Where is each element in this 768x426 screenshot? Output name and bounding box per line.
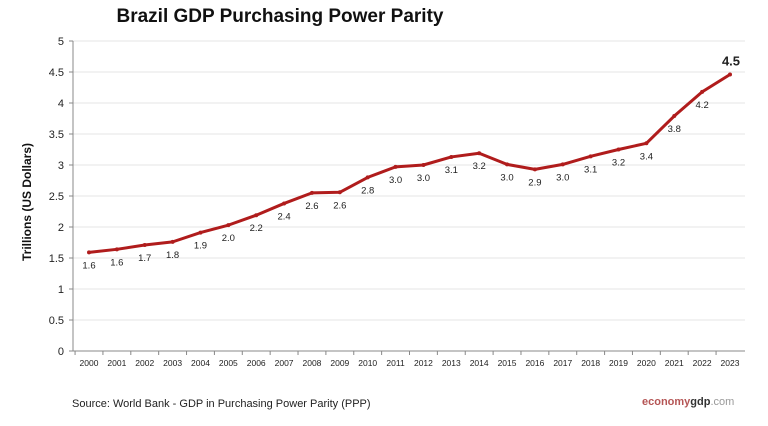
data-point xyxy=(505,162,510,167)
x-tick-label: 2019 xyxy=(609,358,628,368)
data-point xyxy=(532,167,537,172)
y-tick-label: 1 xyxy=(58,284,64,296)
x-tick-label: 2007 xyxy=(275,358,294,368)
data-label: 1.6 xyxy=(110,257,123,268)
x-tick-label: 2001 xyxy=(107,358,126,368)
x-tick-label: 2013 xyxy=(442,358,461,368)
data-label: 3.1 xyxy=(445,165,458,176)
data-label: 3.8 xyxy=(668,124,681,135)
data-point xyxy=(449,154,454,159)
data-label: 3.2 xyxy=(612,158,625,169)
x-tick-label: 2005 xyxy=(219,358,238,368)
data-point xyxy=(672,114,677,119)
data-point xyxy=(226,223,231,228)
x-tick-label: 2021 xyxy=(665,358,684,368)
series-line xyxy=(88,73,731,254)
x-tick-label: 2010 xyxy=(358,358,377,368)
data-label: 4.2 xyxy=(696,100,709,111)
x-tick-label: 2003 xyxy=(163,358,182,368)
x-tick-label: 2012 xyxy=(414,358,433,368)
data-label: 4.5 xyxy=(722,53,740,68)
data-label: 1.6 xyxy=(82,260,95,271)
x-tick-label: 2009 xyxy=(330,358,349,368)
data-label: 1.8 xyxy=(166,250,179,261)
data-point xyxy=(393,164,398,169)
data-label: 3.0 xyxy=(417,173,430,184)
data-point xyxy=(114,247,119,252)
data-label: 2.9 xyxy=(528,177,541,188)
data-point xyxy=(198,230,203,235)
data-label: 2.2 xyxy=(250,223,263,234)
logo-part: economy xyxy=(642,396,691,408)
y-tick-label: 5 xyxy=(58,36,64,48)
x-tick-label: 2017 xyxy=(553,358,572,368)
y-tick-label: 3 xyxy=(58,160,64,172)
data-label: 3.1 xyxy=(584,164,597,175)
data-point xyxy=(421,163,426,167)
y-tick-label: 3.5 xyxy=(49,129,64,141)
logo-part: .com xyxy=(710,396,735,408)
source-note: Source: World Bank - GDP in Purchasing P… xyxy=(72,398,371,410)
data-label: 1.9 xyxy=(194,241,207,252)
data-point xyxy=(170,239,175,244)
y-tick-label: 4.5 xyxy=(49,67,64,79)
x-tick-label: 2006 xyxy=(247,358,266,368)
data-point xyxy=(477,151,482,156)
y-tick-label: 2 xyxy=(58,222,64,234)
data-point xyxy=(282,201,287,206)
data-point xyxy=(142,242,147,247)
x-tick-label: 2011 xyxy=(386,358,405,368)
y-tick-label: 0.5 xyxy=(49,315,64,327)
data-point xyxy=(700,89,705,94)
data-point xyxy=(616,147,621,152)
x-tick-label: 2008 xyxy=(302,358,321,368)
data-label: 3.2 xyxy=(473,161,486,172)
x-tick-label: 2000 xyxy=(80,358,99,368)
x-tick-label: 2023 xyxy=(721,358,740,368)
data-label: 3.4 xyxy=(640,151,653,162)
data-label: 2.6 xyxy=(305,201,318,212)
data-point xyxy=(254,213,259,218)
x-tick-label: 2020 xyxy=(637,358,656,368)
x-tick-label: 2015 xyxy=(498,358,517,368)
x-tick-label: 2004 xyxy=(191,358,210,368)
data-label: 2.8 xyxy=(361,185,374,196)
x-tick-label: 2016 xyxy=(525,358,544,368)
data-point xyxy=(644,141,649,146)
x-tick-label: 2018 xyxy=(581,358,600,368)
data-label: 2.0 xyxy=(222,233,235,244)
data-label: 2.4 xyxy=(277,211,290,222)
data-point xyxy=(87,250,91,255)
y-tick-label: 4 xyxy=(58,98,64,110)
chart-title: Brazil GDP Purchasing Power Parity xyxy=(116,6,444,27)
data-label: 2.6 xyxy=(333,200,346,211)
logo: economygdp.com xyxy=(642,396,734,408)
data-label: 3.0 xyxy=(556,172,569,183)
data-point xyxy=(337,190,342,195)
x-tick-label: 2002 xyxy=(135,358,154,368)
data-point xyxy=(588,154,593,159)
data-label: 3.0 xyxy=(389,175,402,186)
y-tick-label: 0 xyxy=(58,346,64,358)
data-label: 1.7 xyxy=(138,253,151,264)
logo-part: gdp xyxy=(690,396,711,408)
data-label: 3.0 xyxy=(500,172,513,183)
y-tick-label: 1.5 xyxy=(49,253,64,265)
data-point xyxy=(309,190,314,195)
data-point xyxy=(365,175,370,180)
x-tick-label: 2014 xyxy=(470,358,489,368)
y-tick-label: 2.5 xyxy=(49,191,64,203)
data-point xyxy=(560,162,565,167)
x-tick-label: 2022 xyxy=(693,358,712,368)
data-point xyxy=(728,72,732,77)
